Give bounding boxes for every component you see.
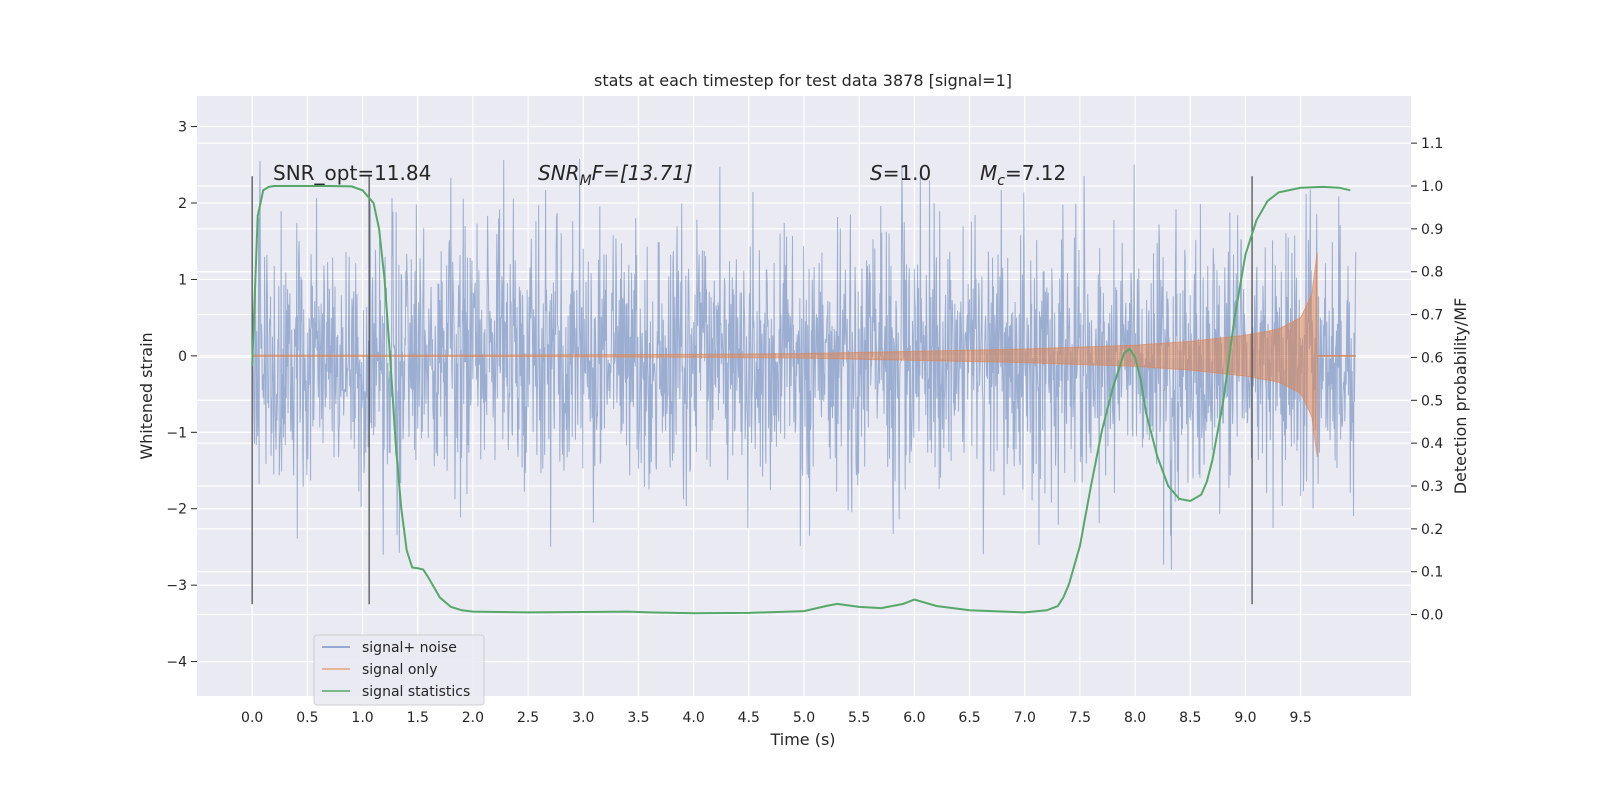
y-axis-label: Whitened strain (137, 332, 156, 459)
y-tick-label: −2 (166, 502, 187, 518)
legend-label-signal-only: signal only (362, 662, 437, 678)
signal-statistics-series (251, 185, 1351, 615)
x-tick-label: 1.5 (407, 710, 429, 726)
annotation-mc: Mc=7.12 (980, 161, 1066, 189)
y2-tick-label: 0.8 (1421, 265, 1443, 281)
y2-tick-label: 0.5 (1421, 393, 1443, 409)
snr-mf-sub: M (580, 173, 592, 189)
x-tick-label: 8.0 (1124, 710, 1146, 726)
y2-axis-ticks: 1.1 1.0 0.9 0.8 0.7 0.6 0.5 0.4 0.3 0.2 0.1 0.0 (1411, 136, 1443, 624)
s-main: S (870, 161, 883, 185)
x-tick-label: 1.0 (351, 710, 373, 726)
y-axis-ticks: 3 2 1 0 −1 −2 −3 −4 (166, 120, 197, 671)
annotation-snr-opt: SNR_opt=11.84 (273, 161, 431, 185)
x-tick-label: 2.0 (462, 710, 484, 726)
y2-tick-label: 0.2 (1421, 522, 1443, 538)
y-tick-label: 0 (178, 349, 187, 365)
x-tick-label: 4.5 (738, 710, 760, 726)
y2-tick-label: 0.7 (1421, 308, 1443, 324)
y-tick-label: −3 (166, 578, 187, 594)
x-tick-label: 9.5 (1290, 710, 1312, 726)
x-tick-label: 8.5 (1179, 710, 1201, 726)
y2-tick-label: 0.6 (1421, 350, 1443, 366)
vertical-markers (251, 176, 1253, 605)
snr-mf-rest: F=[13.71] (592, 161, 693, 185)
y2-tick-label: 1.1 (1421, 136, 1443, 152)
annotation-s: S=1.0 (870, 161, 931, 185)
x-tick-label: 6.5 (958, 710, 980, 726)
chart-title: stats at each timestep for test data 387… (594, 71, 1012, 90)
x-tick-label: 4.0 (683, 710, 705, 726)
signal-statistics-line (251, 185, 1351, 615)
y2-tick-label: 0.9 (1421, 222, 1443, 238)
y-tick-label: −4 (166, 655, 187, 671)
y-tick-label: −1 (166, 425, 187, 441)
x-tick-label: 6.0 (903, 710, 925, 726)
mc-rest: =7.12 (1005, 161, 1066, 185)
x-tick-label: 5.5 (848, 710, 870, 726)
x-tick-label: 3.0 (572, 710, 594, 726)
y2-tick-label: 0.3 (1421, 479, 1443, 495)
y2-tick-label: 0.1 (1421, 565, 1443, 581)
y-tick-label: 3 (178, 120, 187, 136)
snr-mf-main: SNR (538, 161, 580, 185)
x-tick-label: 0.0 (241, 710, 263, 726)
x-axis-label: Time (s) (769, 730, 835, 749)
x-tick-label: 7.5 (1069, 710, 1091, 726)
signal-only-envelope (251, 252, 1318, 458)
y2-tick-label: 1.0 (1421, 179, 1443, 195)
legend-label-signal-statistics: signal statistics (362, 684, 470, 700)
signal-only-series (251, 252, 1356, 458)
x-tick-label: 5.0 (793, 710, 815, 726)
legend-box (313, 634, 485, 706)
legend: signal+ noise signal only signal statist… (313, 634, 485, 706)
y-tick-label: 1 (178, 272, 187, 288)
x-tick-label: 3.5 (627, 710, 649, 726)
x-tick-label: 2.5 (517, 710, 539, 726)
x-tick-label: 0.5 (296, 710, 318, 726)
mc-sub: c (997, 173, 1005, 189)
y2-tick-label: 0.4 (1421, 436, 1443, 452)
y2-axis-label: Detection probability/MF (1451, 298, 1470, 495)
s-rest: =1.0 (883, 161, 932, 185)
signal-noise-series (251, 159, 1357, 570)
x-axis-ticks: 0.0 0.5 1.0 1.5 2.0 2.5 3.0 3.5 4.0 4.5 5.0 5.5 6.0 6… (241, 710, 1312, 726)
y2-tick-label: 0.0 (1421, 608, 1443, 624)
x-tick-label: 9.0 (1234, 710, 1256, 726)
y-tick-label: 2 (178, 196, 187, 212)
annotation-snr-mf: SNRMF=[13.71] (538, 161, 693, 189)
signal-noise-line (251, 159, 1357, 570)
x-tick-label: 7.0 (1014, 710, 1036, 726)
mc-main: M (980, 161, 997, 185)
legend-label-signal-noise: signal+ noise (362, 640, 457, 656)
